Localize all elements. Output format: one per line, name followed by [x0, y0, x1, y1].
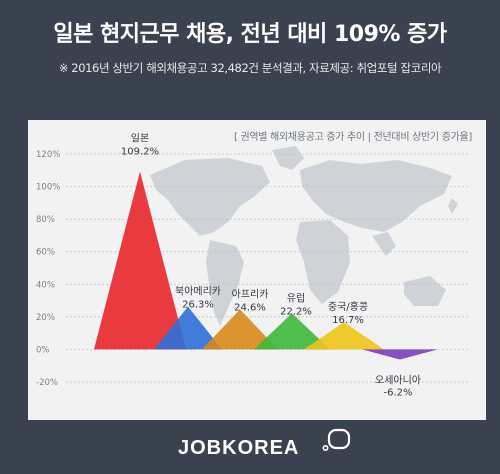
triangle-mark [254, 313, 330, 350]
triangle-mark [154, 306, 222, 350]
map-landmass-4 [300, 160, 452, 232]
triangle-mark [362, 349, 438, 360]
data-value-label: 22.2% [280, 306, 312, 317]
map-landmass-1 [150, 158, 270, 236]
page-subtitle: ※ 2016년 상반기 해외채용공고 32,482건 분석결과, 자료제공: 취… [58, 61, 442, 75]
triangle-mark [304, 322, 384, 350]
map-landmass-3 [206, 240, 244, 326]
chart-labels: 일본 109.2% 북아메리카 26.3% 아프리카 24.6% 유럽 22.2% 중국/홍콩 1… [121, 133, 421, 399]
series-name-label: 북아메리카 [175, 286, 221, 298]
map-landmass-5 [296, 220, 350, 304]
jobkorea-logo: JOBKOREA [178, 437, 300, 459]
y-axis-ticks: 120% 100% 80% 60% 40% 20% 0% -20% [36, 150, 60, 388]
logo-mark-icon [322, 428, 351, 451]
y-tick-label: 40% [36, 280, 55, 290]
page-title: 일본 현지근무 채용, 전년 대비 109% 증가 [53, 22, 447, 47]
y-tick-label: 0% [36, 345, 50, 355]
series-name-label: 아프리카 [232, 288, 269, 300]
world-map-background [150, 146, 458, 326]
data-value-label: -6.2% [383, 388, 412, 399]
triangle-mark [94, 171, 186, 350]
chart-marks [94, 171, 438, 360]
chart-legend-note: [ 권역별 해외채용공고 증가 추이 | 전년대비 상반기 증가율] [233, 132, 472, 143]
map-landmass-6 [372, 232, 396, 256]
data-value-label: 24.6% [234, 302, 266, 313]
map-landmass-8 [448, 198, 458, 214]
triangle-mark [202, 309, 278, 350]
series-name-label: 일본 [131, 133, 149, 145]
series-name-label: 중국/홍콩 [328, 300, 368, 313]
y-tick-label: 120% [36, 150, 60, 160]
series-name-label: 유럽 [287, 292, 305, 304]
y-tick-label: 20% [36, 313, 55, 323]
y-tick-label: 100% [36, 183, 60, 193]
series-name-label: 오세아니아 [375, 375, 421, 387]
y-tick-label: 60% [36, 248, 55, 258]
data-value-label: 26.3% [182, 300, 214, 311]
map-landmass-7 [404, 276, 446, 306]
y-tick-label: 80% [36, 215, 55, 225]
y-tick-label: -20% [36, 378, 58, 388]
data-value-label: 109.2% [121, 147, 159, 158]
data-value-label: 16.7% [332, 315, 364, 326]
map-landmass-2 [272, 146, 304, 170]
